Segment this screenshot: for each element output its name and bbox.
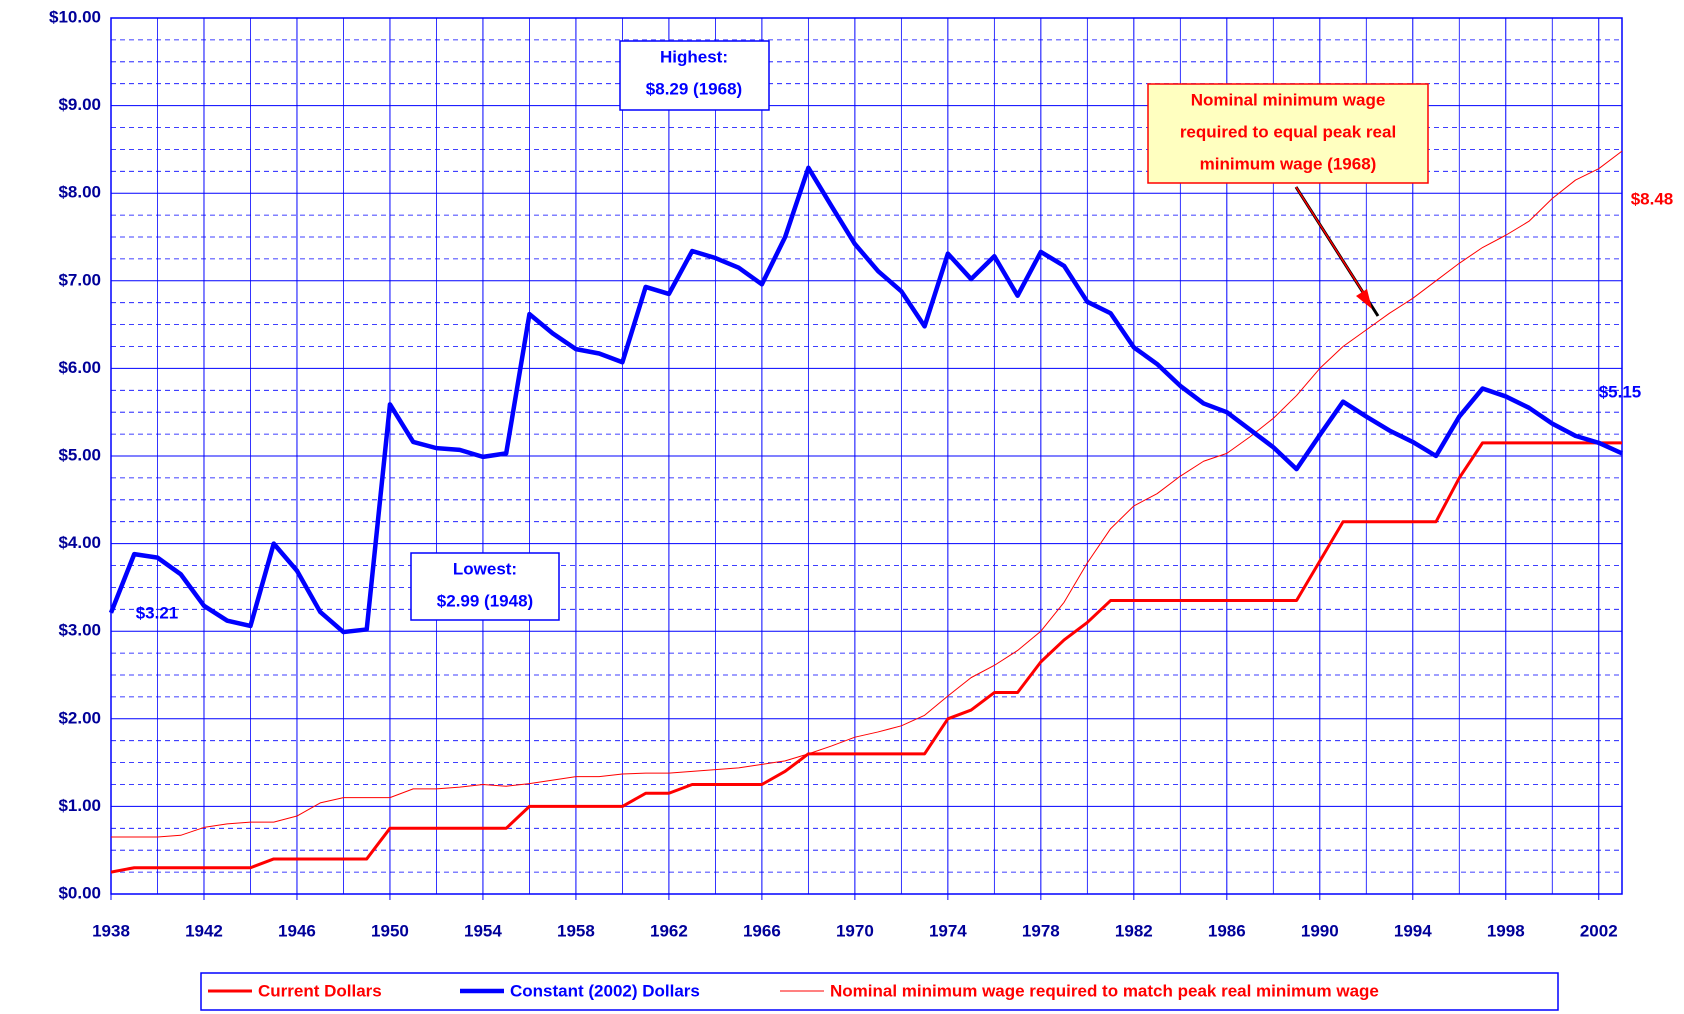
y-tick-label: $9.00 — [58, 95, 101, 114]
y-tick-label: $8.00 — [58, 183, 101, 202]
x-tick-label: 1986 — [1208, 921, 1246, 940]
annotation: minimum wage (1968) — [1200, 154, 1377, 173]
x-tick-label: 1954 — [464, 921, 502, 940]
x-tick-label: 1970 — [836, 921, 874, 940]
y-tick-label: $3.00 — [58, 621, 101, 640]
legend-label: Current Dollars — [258, 981, 382, 1000]
y-tick-label: $6.00 — [58, 358, 101, 377]
x-tick-label: 1990 — [1301, 921, 1339, 940]
x-tick-label: 1946 — [278, 921, 316, 940]
annotation: $8.29 (1968) — [646, 79, 742, 98]
annotation: Lowest: — [453, 559, 517, 578]
series-line — [108, 165, 1623, 635]
annotation-box — [410, 552, 560, 621]
x-tick-label: 1974 — [929, 921, 967, 940]
series-line — [111, 150, 1623, 838]
annotation: $5.15 — [1599, 382, 1642, 401]
x-tick-label: 1994 — [1394, 921, 1432, 940]
x-tick-label: 1998 — [1487, 921, 1525, 940]
legend-box — [200, 972, 1559, 1011]
series-line — [110, 441, 1622, 874]
y-tick-label: $10.00 — [49, 7, 101, 26]
y-tick-label: $7.00 — [58, 270, 101, 289]
annotation: Highest: — [660, 47, 728, 66]
x-tick-label: 1962 — [650, 921, 688, 940]
x-tick-label: 1966 — [743, 921, 781, 940]
x-tick-label: 1978 — [1022, 921, 1060, 940]
annotation: $3.21 — [136, 603, 179, 622]
x-tick-label: 1982 — [1115, 921, 1153, 940]
callout-arrow — [1295, 186, 1367, 298]
x-tick-label: 2002 — [1580, 921, 1618, 940]
annotation-box — [1147, 83, 1429, 184]
arrow-head — [1356, 289, 1372, 309]
annotation: Nominal minimum wage — [1191, 90, 1386, 109]
legend-label: Constant (2002) Dollars — [510, 981, 700, 1000]
x-tick-label: 1938 — [92, 921, 130, 940]
legend-label: Nominal minimum wage required to match p… — [830, 981, 1379, 1000]
plot-border — [110, 17, 1623, 895]
annotation: $2.99 (1948) — [437, 591, 533, 610]
annotation: required to equal peak real — [1180, 122, 1396, 141]
x-tick-label: 1958 — [557, 921, 595, 940]
y-tick-label: $1.00 — [58, 796, 101, 815]
y-tick-label: $2.00 — [58, 708, 101, 727]
x-tick-label: 1942 — [185, 921, 223, 940]
x-tick-label: 1950 — [371, 921, 409, 940]
y-tick-label: $4.00 — [58, 533, 101, 552]
y-tick-label: $5.00 — [58, 445, 101, 464]
y-tick-label: $0.00 — [58, 883, 101, 902]
annotation: $8.48 — [1631, 189, 1674, 208]
annotation-box — [619, 40, 770, 111]
